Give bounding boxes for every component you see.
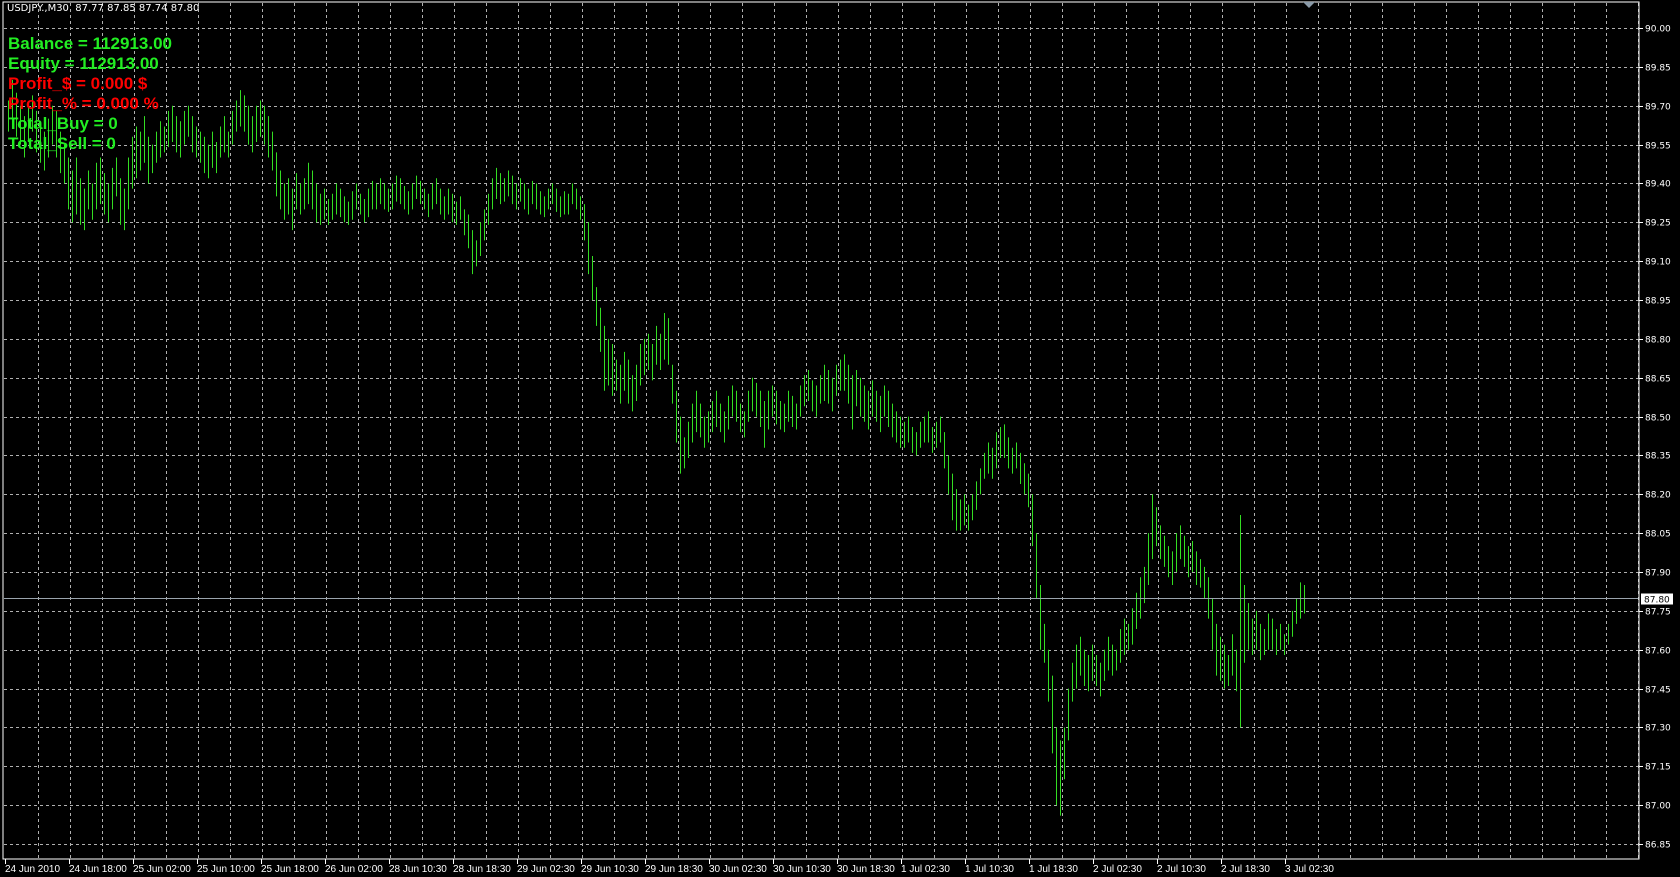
y-tick-label: 87.00 — [1645, 802, 1671, 812]
y-tick-label: 87.60 — [1645, 647, 1671, 657]
equity-label: Equity = 112913.00 — [8, 54, 159, 73]
x-tick-label: 1 Jul 02:30 — [901, 864, 950, 875]
x-tick-label: 29 Jun 18:30 — [645, 864, 703, 875]
x-tick-label: 25 Jun 18:00 — [261, 864, 319, 875]
x-tick-label: 1 Jul 18:30 — [1029, 864, 1078, 875]
y-tick-label: 89.70 — [1645, 103, 1671, 113]
y-tick-label: 89.25 — [1645, 219, 1671, 229]
y-tick-label: 88.80 — [1645, 336, 1671, 346]
price-axis[interactable]: 90.00 89.85 89.70 89.55 89.40 89.25 89.10 88.95… — [1639, 25, 1673, 851]
x-tick-label: 30 Jun 02:30 — [709, 864, 767, 875]
chart-grid — [4, 3, 1639, 859]
y-tick-label: 88.35 — [1645, 452, 1671, 462]
y-tick-label: 90.00 — [1645, 25, 1671, 35]
symbol-label: USDJPY.,M30 — [7, 3, 69, 14]
time-axis[interactable]: 24 Jun 2010 24 Jun 18:00 25 Jun 02:00 25 Ju… — [5, 859, 1334, 875]
x-tick-label: 26 Jun 02:00 — [325, 864, 383, 875]
y-tick-label: 89.55 — [1645, 142, 1671, 152]
x-tick-label: 29 Jun 10:30 — [581, 864, 639, 875]
x-tick-label: 30 Jun 18:30 — [837, 864, 895, 875]
y-tick-label: 89.85 — [1645, 64, 1671, 74]
y-tick-label: 87.90 — [1645, 569, 1671, 579]
y-tick-label: 89.40 — [1645, 180, 1671, 190]
y-tick-label: 87.75 — [1645, 608, 1671, 618]
price-bars — [8, 79, 1305, 816]
y-tick-label: 87.30 — [1645, 724, 1671, 734]
chart-title: USDJPY.,M30 87.77 87.85 87.74 87.80 — [7, 3, 199, 14]
chart-shift-marker-icon[interactable] — [1303, 2, 1315, 8]
y-tick-label: 88.20 — [1645, 491, 1671, 501]
y-tick-label: 87.45 — [1645, 686, 1671, 696]
profit-percent-label: Profit_% = 0.000 % — [8, 94, 159, 113]
y-tick-label: 87.15 — [1645, 763, 1671, 773]
chart-border — [2, 1, 1640, 860]
total-buy-label: Total_Buy = 0 — [8, 114, 118, 133]
x-tick-label: 25 Jun 10:00 — [197, 864, 255, 875]
y-tick-label: 88.95 — [1645, 297, 1671, 307]
x-tick-label: 2 Jul 18:30 — [1221, 864, 1270, 875]
balance-label: Balance = 112913.00 — [8, 34, 172, 53]
x-tick-label: 2 Jul 02:30 — [1093, 864, 1142, 875]
x-tick-label: 1 Jul 10:30 — [965, 864, 1014, 875]
x-tick-label: 25 Jun 02:00 — [133, 864, 191, 875]
y-tick-label: 88.50 — [1645, 414, 1671, 424]
total-sell-label: Total_Sell = 0 — [8, 134, 116, 153]
y-tick-label: 88.65 — [1645, 375, 1671, 385]
x-tick-label: 28 Jun 18:30 — [453, 864, 511, 875]
profit-dollar-label: Profit_$ = 0.000 $ — [8, 74, 148, 93]
y-tick-label: 88.05 — [1645, 530, 1671, 540]
x-tick-label: 3 Jul 02:30 — [1285, 864, 1334, 875]
x-tick-label: 24 Jun 18:00 — [69, 864, 127, 875]
current-price-badge — [1641, 593, 1673, 605]
x-tick-label: 28 Jun 10:30 — [389, 864, 447, 875]
current-price-label: 87.80 — [1644, 596, 1670, 606]
ohlc-readout: 87.77 87.85 87.74 87.80 — [75, 3, 200, 14]
x-tick-label: 24 Jun 2010 — [5, 864, 60, 875]
y-tick-label: 89.10 — [1645, 258, 1671, 268]
x-tick-label: 30 Jun 10:30 — [773, 864, 831, 875]
y-tick-label: 86.85 — [1645, 841, 1671, 851]
x-tick-label: 29 Jun 02:30 — [517, 864, 575, 875]
x-tick-label: 2 Jul 10:30 — [1157, 864, 1206, 875]
